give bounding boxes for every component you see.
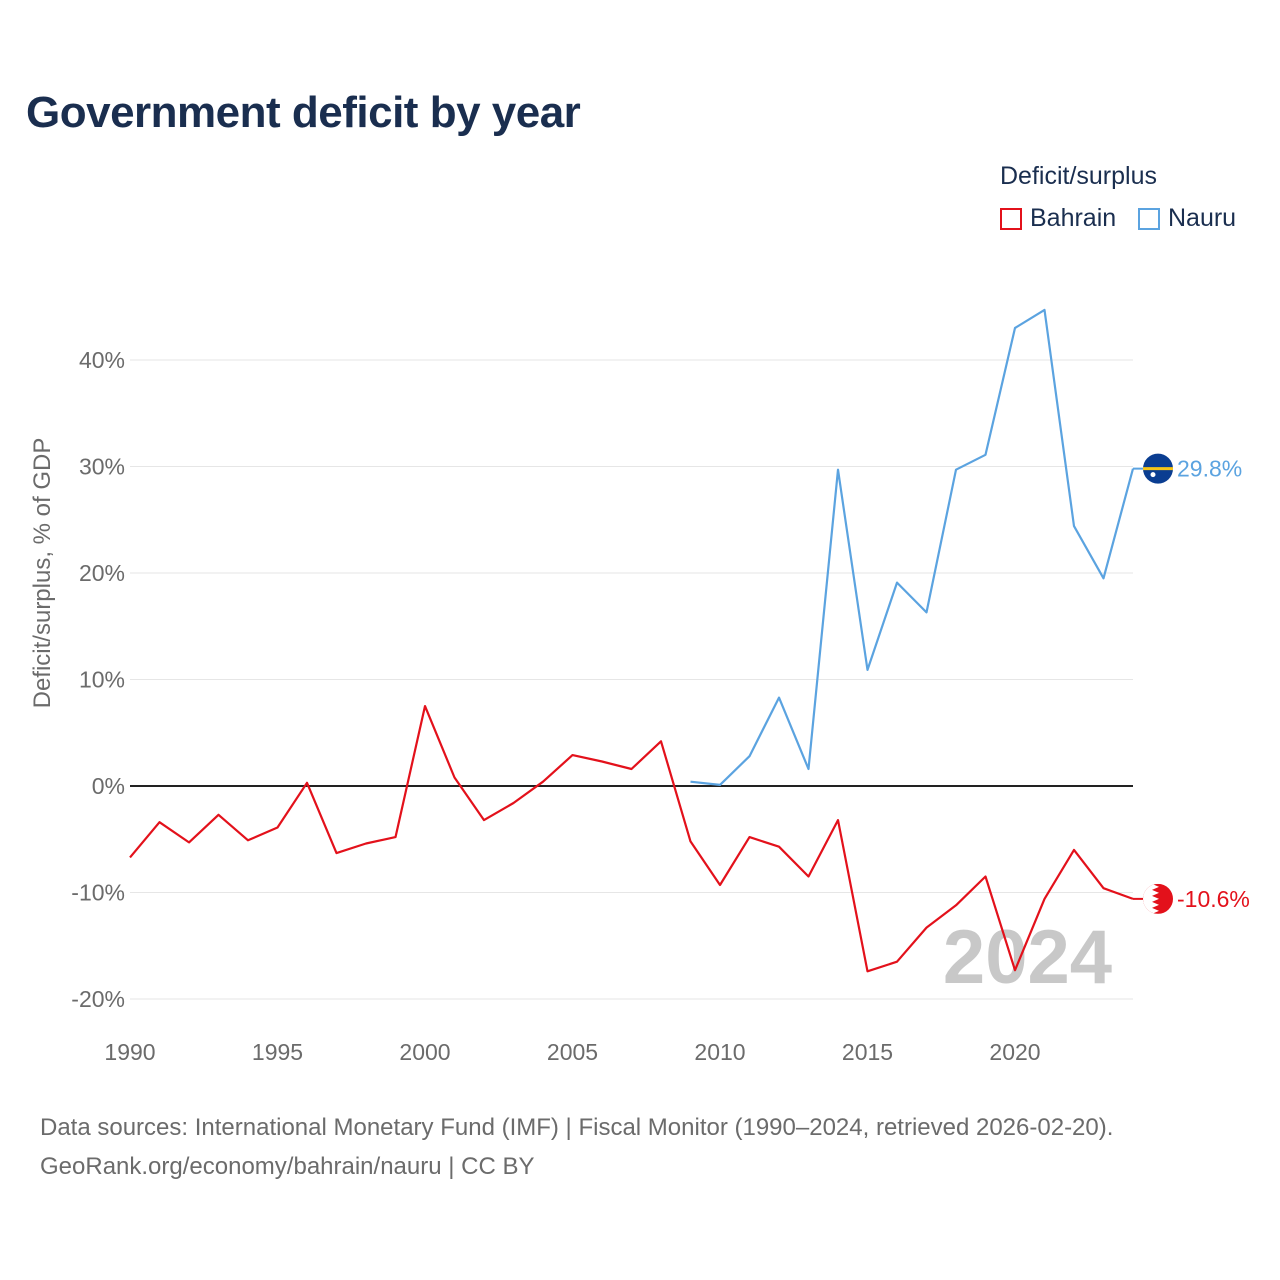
legend-label-bahrain: Bahrain bbox=[1030, 204, 1117, 232]
x-tick-label: 1995 bbox=[252, 1039, 303, 1065]
source-note: Data sources: International Monetary Fun… bbox=[40, 1108, 1113, 1186]
x-tick-label: 2000 bbox=[399, 1039, 450, 1065]
x-tick-label: 2020 bbox=[989, 1039, 1040, 1065]
y-tick-label: 30% bbox=[79, 454, 125, 480]
y-tick-label: 20% bbox=[79, 560, 125, 586]
y-axis-label: Deficit/surplus, % of GDP bbox=[29, 438, 56, 709]
source-line: Data sources: International Monetary Fun… bbox=[40, 1114, 1114, 1141]
series-end-markers: -10.6% 29.8% bbox=[1133, 453, 1250, 914]
credit-link[interactable]: GeoRank.org/economy/bahrain/nauru | CC B… bbox=[40, 1153, 535, 1180]
nauru-flag bbox=[1143, 453, 1173, 484]
x-tick-label: 1990 bbox=[104, 1039, 155, 1065]
y-tick-label: -20% bbox=[71, 986, 125, 1012]
x-tick-label: 2015 bbox=[842, 1039, 893, 1065]
end-label-nauru: 29.8% bbox=[1177, 456, 1242, 482]
legend-item-nauru[interactable]: Nauru bbox=[1138, 204, 1236, 233]
y-tick-label: 0% bbox=[92, 773, 125, 799]
y-tick-label: 40% bbox=[79, 347, 125, 373]
series-line-nauru[interactable] bbox=[690, 308, 1135, 787]
x-tick-label: 2010 bbox=[694, 1039, 745, 1065]
legend-label-nauru: Nauru bbox=[1168, 204, 1237, 232]
chart-title: Government deficit by year bbox=[26, 88, 581, 137]
legend-swatch-bahrain bbox=[1000, 207, 1022, 230]
x-axis-ticks: 1990 1995 2000 2005 2010 2015 2020 bbox=[104, 1039, 1040, 1065]
legend-item-bahrain[interactable]: Bahrain bbox=[1000, 204, 1116, 233]
y-axis-ticks: -20% -10% 0% 10% 20% 30% 40% bbox=[71, 347, 125, 1012]
bahrain-flag bbox=[1143, 883, 1173, 914]
end-label-bahrain: -10.6% bbox=[1177, 886, 1250, 912]
line-chart: -20% -10% 0% 10% 20% 30% 40% 1990 1995 2000 2005 2… bbox=[29, 308, 1250, 1065]
grid-lines bbox=[130, 359, 1133, 1000]
y-tick-label: 10% bbox=[79, 667, 125, 693]
year-watermark: 2024 bbox=[943, 915, 1112, 1000]
x-tick-label: 2005 bbox=[547, 1039, 598, 1065]
series-lines bbox=[129, 308, 1135, 973]
y-tick-label: -10% bbox=[71, 880, 125, 906]
legend-title: Deficit/surplus bbox=[1000, 162, 1157, 190]
legend-swatch-nauru bbox=[1138, 207, 1160, 230]
series-line-bahrain[interactable] bbox=[129, 704, 1134, 973]
